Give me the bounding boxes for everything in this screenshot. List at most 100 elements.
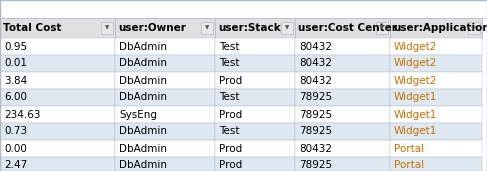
Text: user:Stack: user:Stack [218,23,281,33]
Bar [295,55,390,72]
Text: user:Cost Center: user:Cost Center [298,23,397,33]
Text: user:Owner: user:Owner [118,23,186,33]
Bar [295,38,390,55]
Bar [390,72,482,89]
Bar [215,157,295,171]
Bar [0,89,115,106]
Bar [390,140,482,157]
Text: 3.84: 3.84 [4,76,27,86]
Text: Portal: Portal [394,143,424,154]
Bar [115,38,215,55]
Text: Test: Test [219,93,240,102]
Text: Prod: Prod [219,76,242,86]
Text: Test: Test [219,42,240,51]
Bar [0,123,115,140]
Bar [115,123,215,140]
Text: ↵: ↵ [471,25,477,31]
Bar [115,72,215,89]
Bar [390,38,482,55]
Text: Test: Test [219,58,240,69]
Text: 78925: 78925 [299,127,332,136]
Bar [295,18,390,38]
Bar [201,22,213,34]
Bar [215,140,295,157]
Bar [115,89,215,106]
Text: Widget2: Widget2 [394,42,437,51]
Bar [215,89,295,106]
Bar [101,22,113,34]
Text: 2.47: 2.47 [4,161,27,170]
Text: DbAdmin: DbAdmin [119,127,167,136]
Text: 80432: 80432 [299,76,332,86]
Text: Prod: Prod [219,143,242,154]
Text: Widget2: Widget2 [394,58,437,69]
Text: 80432: 80432 [299,42,332,51]
Text: 78925: 78925 [299,93,332,102]
Text: 80432: 80432 [299,143,332,154]
Bar [0,106,115,123]
Bar [295,123,390,140]
Bar [390,18,482,38]
Bar [0,38,115,55]
Text: ▼: ▼ [205,25,209,30]
Bar [115,106,215,123]
Text: Test: Test [219,127,240,136]
Text: Prod: Prod [219,161,242,170]
Bar [0,157,115,171]
Bar [390,123,482,140]
Bar [215,18,295,38]
Text: 234.63: 234.63 [4,109,40,120]
Bar [115,55,215,72]
Text: ▼: ▼ [380,25,384,30]
Text: 0.01: 0.01 [4,58,27,69]
Bar [281,22,293,34]
Bar [390,55,482,72]
Bar [215,72,295,89]
Bar [215,123,295,140]
Bar [215,38,295,55]
Text: SysEng: SysEng [119,109,157,120]
Text: 6.00: 6.00 [4,93,27,102]
Bar [0,140,115,157]
Bar [215,106,295,123]
Text: 0.95: 0.95 [4,42,27,51]
Bar [390,157,482,171]
Bar [115,157,215,171]
Text: Portal: Portal [394,161,424,170]
Bar [295,140,390,157]
Text: DbAdmin: DbAdmin [119,58,167,69]
Text: user:Application: user:Application [393,23,487,33]
Text: Widget1: Widget1 [394,109,437,120]
Bar [390,106,482,123]
Bar [376,22,388,34]
Bar [295,72,390,89]
Bar [215,55,295,72]
Text: DbAdmin: DbAdmin [119,42,167,51]
Text: DbAdmin: DbAdmin [119,76,167,86]
Bar [0,55,115,72]
Text: Total Cost: Total Cost [3,23,61,33]
Bar [295,157,390,171]
Text: ▼: ▼ [285,25,289,30]
Text: 78925: 78925 [299,109,332,120]
Text: Widget1: Widget1 [394,127,437,136]
Text: 0.73: 0.73 [4,127,27,136]
Text: Widget2: Widget2 [394,76,437,86]
Bar [295,89,390,106]
Bar [390,89,482,106]
Text: DbAdmin: DbAdmin [119,161,167,170]
Text: Prod: Prod [219,109,242,120]
Bar [295,106,390,123]
Bar [0,18,115,38]
Text: 80432: 80432 [299,58,332,69]
Text: 0.00: 0.00 [4,143,27,154]
Bar [0,72,115,89]
Bar [115,140,215,157]
Bar [115,18,215,38]
Text: DbAdmin: DbAdmin [119,143,167,154]
Text: DbAdmin: DbAdmin [119,93,167,102]
Text: ▼: ▼ [105,25,109,30]
Text: Widget1: Widget1 [394,93,437,102]
Text: 78925: 78925 [299,161,332,170]
Bar [468,22,480,34]
